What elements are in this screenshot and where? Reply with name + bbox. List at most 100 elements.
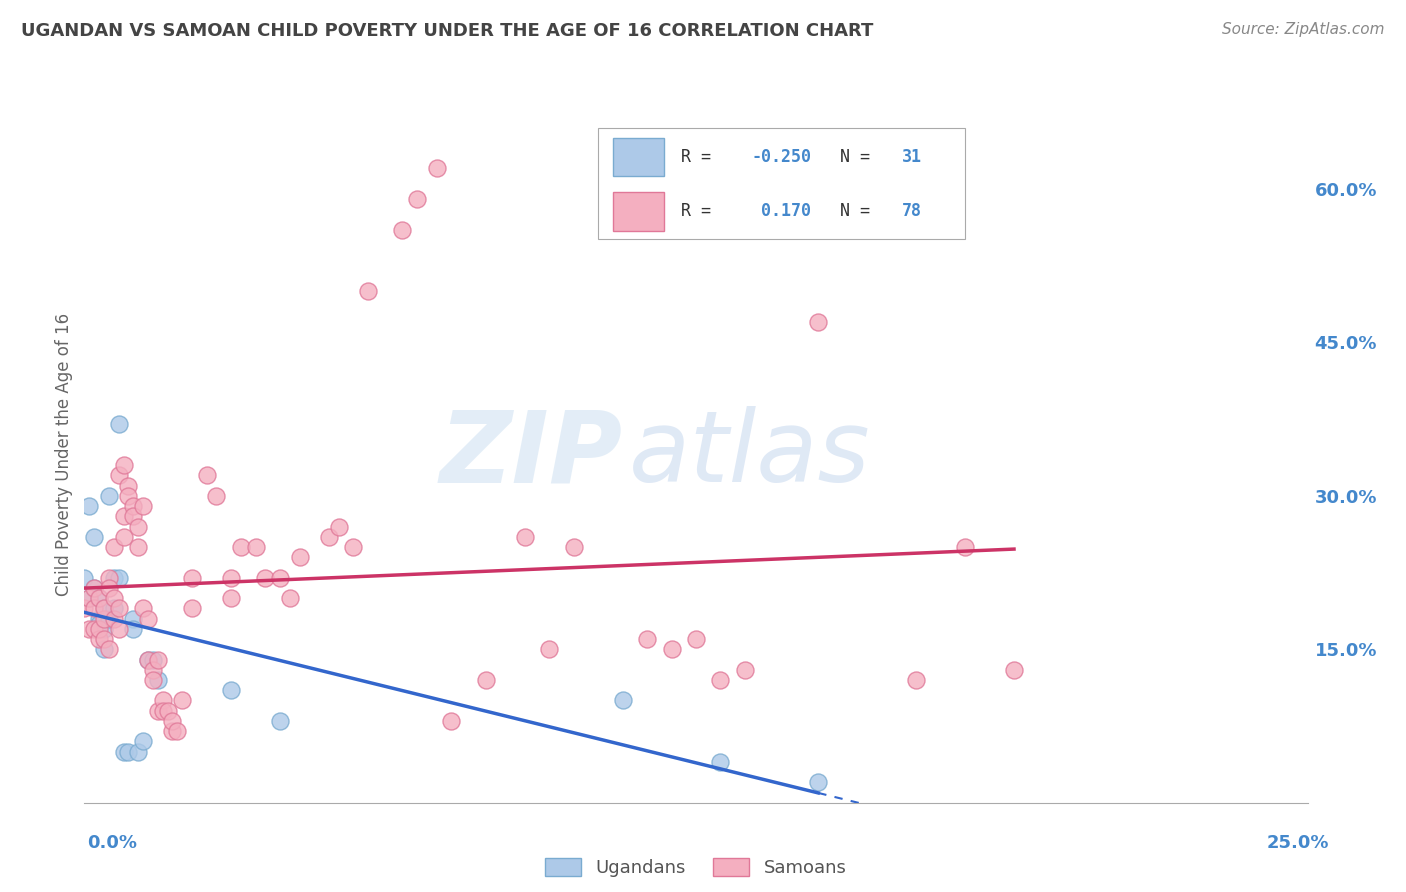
- Point: [97, 571, 120, 585]
- Point: [83, 622, 105, 636]
- Point: [953, 540, 976, 554]
- Point: [219, 591, 242, 606]
- Text: R =: R =: [682, 202, 721, 220]
- Point: [132, 499, 155, 513]
- Point: [661, 642, 683, 657]
- Point: [97, 612, 120, 626]
- Point: [538, 642, 561, 657]
- Point: [73, 571, 96, 585]
- Text: N =: N =: [841, 202, 880, 220]
- Point: [132, 601, 155, 615]
- Point: [807, 775, 830, 789]
- Point: [278, 591, 301, 606]
- Point: [132, 734, 155, 748]
- Point: [103, 612, 125, 626]
- Point: [112, 509, 135, 524]
- Point: [77, 499, 100, 513]
- Point: [136, 612, 159, 626]
- Point: [83, 601, 105, 615]
- Point: [709, 673, 731, 687]
- Point: [181, 571, 204, 585]
- Point: [905, 673, 928, 687]
- Point: [440, 714, 463, 728]
- Point: [93, 632, 115, 646]
- Text: 78: 78: [901, 202, 921, 220]
- Point: [254, 571, 277, 585]
- Point: [107, 571, 129, 585]
- Bar: [613, 138, 664, 177]
- Point: [219, 683, 242, 698]
- Point: [87, 632, 110, 646]
- Point: [93, 622, 115, 636]
- Point: [103, 591, 125, 606]
- Point: [87, 591, 110, 606]
- Point: [146, 704, 169, 718]
- Point: [269, 714, 291, 728]
- Point: [136, 652, 159, 666]
- Point: [162, 724, 184, 739]
- Point: [156, 704, 179, 718]
- Point: [87, 612, 110, 626]
- Point: [636, 632, 658, 646]
- Point: [245, 540, 267, 554]
- Text: R =: R =: [682, 148, 721, 166]
- Point: [513, 530, 536, 544]
- Point: [205, 489, 228, 503]
- Point: [146, 652, 169, 666]
- Point: [77, 591, 100, 606]
- Point: [107, 601, 129, 615]
- Point: [142, 663, 165, 677]
- Point: [87, 622, 110, 636]
- Point: [127, 519, 149, 533]
- Point: [612, 693, 634, 707]
- Point: [97, 489, 120, 503]
- Point: [181, 601, 204, 615]
- Point: [93, 601, 115, 615]
- Point: [107, 622, 129, 636]
- Point: [318, 530, 340, 544]
- Point: [117, 478, 139, 492]
- Point: [807, 315, 830, 329]
- Point: [93, 612, 115, 626]
- Point: [1002, 663, 1025, 677]
- Point: [269, 571, 291, 585]
- Text: 0.170: 0.170: [751, 202, 811, 220]
- Point: [87, 616, 110, 631]
- Point: [112, 458, 135, 472]
- Y-axis label: Child Poverty Under the Age of 16: Child Poverty Under the Age of 16: [55, 313, 73, 597]
- Point: [195, 468, 218, 483]
- Point: [426, 161, 449, 176]
- Point: [83, 581, 105, 595]
- Point: [229, 540, 252, 554]
- Point: [142, 673, 165, 687]
- Point: [146, 673, 169, 687]
- Point: [127, 540, 149, 554]
- Point: [166, 724, 188, 739]
- Point: [97, 581, 120, 595]
- Point: [406, 192, 429, 206]
- Text: 0.0%: 0.0%: [87, 834, 138, 852]
- Point: [97, 642, 120, 657]
- Point: [127, 745, 149, 759]
- Point: [103, 601, 125, 615]
- Text: 25.0%: 25.0%: [1267, 834, 1329, 852]
- Point: [103, 540, 125, 554]
- Point: [122, 499, 145, 513]
- Text: -0.250: -0.250: [751, 148, 811, 166]
- Text: N =: N =: [841, 148, 880, 166]
- Point: [709, 755, 731, 769]
- Point: [103, 571, 125, 585]
- Point: [122, 622, 145, 636]
- Text: 31: 31: [901, 148, 921, 166]
- Point: [107, 417, 129, 432]
- Point: [391, 223, 413, 237]
- Point: [83, 581, 105, 595]
- Point: [117, 489, 139, 503]
- Point: [162, 714, 184, 728]
- Point: [474, 673, 496, 687]
- Point: [288, 550, 311, 565]
- Point: [685, 632, 707, 646]
- Point: [112, 745, 135, 759]
- Point: [342, 540, 364, 554]
- Point: [112, 530, 135, 544]
